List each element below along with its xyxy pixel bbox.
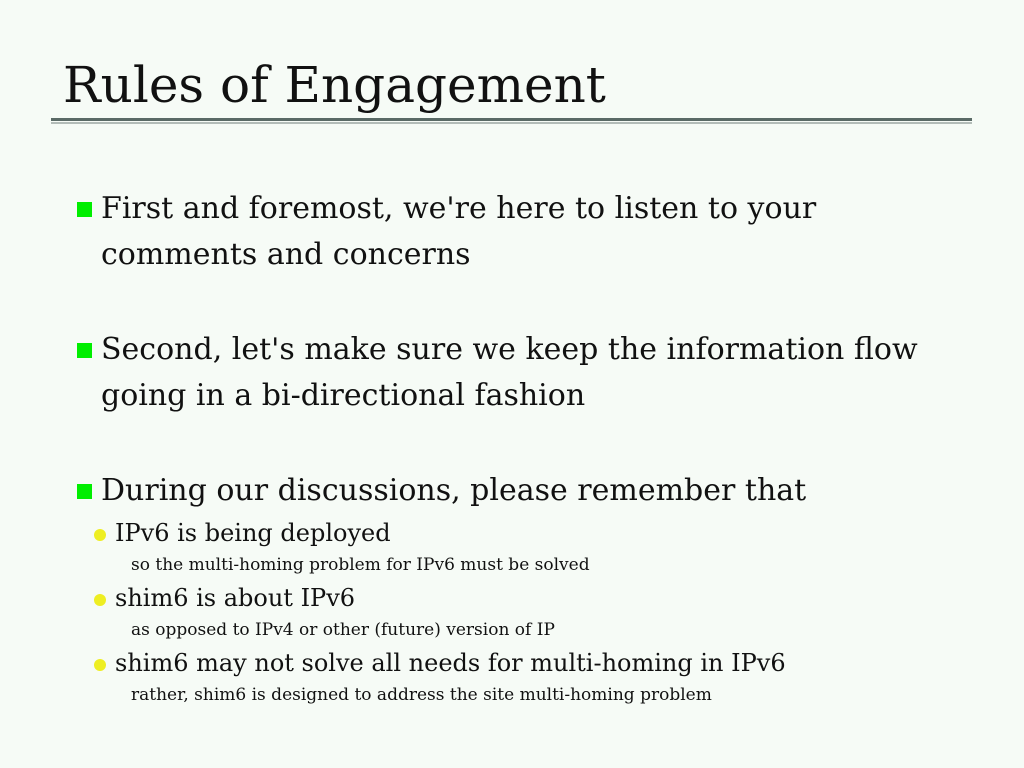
sub-bullet-dot-icon	[94, 529, 106, 541]
bullet-square-icon	[77, 484, 92, 499]
bullet-item: First and foremost, we're here to listen…	[101, 186, 951, 278]
sub-bullet-dot-icon	[94, 594, 106, 606]
bullet-item: Second, let's make sure we keep the info…	[101, 327, 951, 419]
sub-bullet-dot-icon	[94, 659, 106, 671]
sub-point-note: so the multi-homing problem for IPv6 mus…	[131, 553, 590, 577]
bullet-square-icon	[77, 202, 92, 217]
sub-point: shim6 is about IPv6	[115, 582, 965, 614]
sub-point: IPv6 is being deployed	[115, 517, 965, 549]
sub-point-note: as opposed to IPv4 or other (future) ver…	[131, 618, 555, 642]
bullet-item: During our discussions, please remember …	[101, 468, 951, 514]
slide-title: Rules of Engagement	[63, 50, 606, 120]
title-divider	[51, 118, 972, 121]
sub-point: shim6 may not solve all needs for multi-…	[115, 647, 965, 679]
bullet-square-icon	[77, 343, 92, 358]
sub-point-note: rather, shim6 is designed to address the…	[131, 683, 712, 707]
title-divider-shadow	[51, 122, 972, 124]
